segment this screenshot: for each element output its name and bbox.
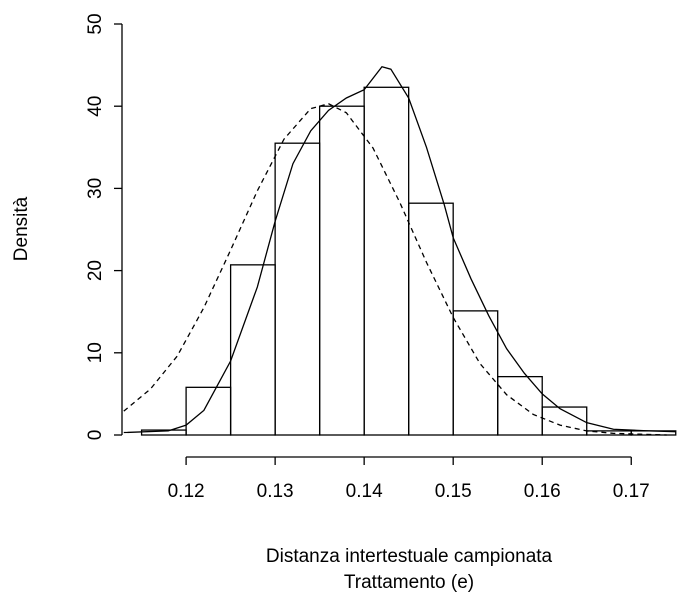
bar bbox=[274, 142, 321, 436]
y-tick-label: 40 bbox=[85, 96, 106, 117]
bar bbox=[185, 386, 232, 436]
y-tick-label: 30 bbox=[85, 178, 106, 199]
density-curve bbox=[123, 66, 676, 434]
x-tick-label: 0.13 bbox=[257, 481, 294, 502]
bar bbox=[452, 310, 499, 436]
normal-curve bbox=[123, 103, 667, 436]
x-axis-subtitle: Trattamento (e) bbox=[344, 572, 474, 593]
x-tick-label: 0.12 bbox=[168, 481, 205, 502]
x-tick-label: 0.14 bbox=[346, 481, 383, 502]
bar bbox=[541, 406, 588, 436]
bar bbox=[363, 86, 410, 436]
x-tick-label: 0.17 bbox=[613, 481, 650, 502]
y-tick-label: 20 bbox=[85, 260, 106, 281]
y-tick-label: 50 bbox=[85, 13, 106, 34]
bar bbox=[318, 105, 365, 436]
x-axis-label: Distanza intertestuale campionata bbox=[266, 546, 553, 567]
bar bbox=[229, 264, 276, 436]
y-tick-label: 10 bbox=[85, 342, 106, 363]
x-tick-label: 0.16 bbox=[524, 481, 561, 502]
y-axis-label: Densità bbox=[11, 196, 32, 261]
x-tick-label: 0.15 bbox=[435, 481, 472, 502]
y-tick-label: 0 bbox=[85, 430, 106, 441]
bar bbox=[497, 375, 543, 436]
